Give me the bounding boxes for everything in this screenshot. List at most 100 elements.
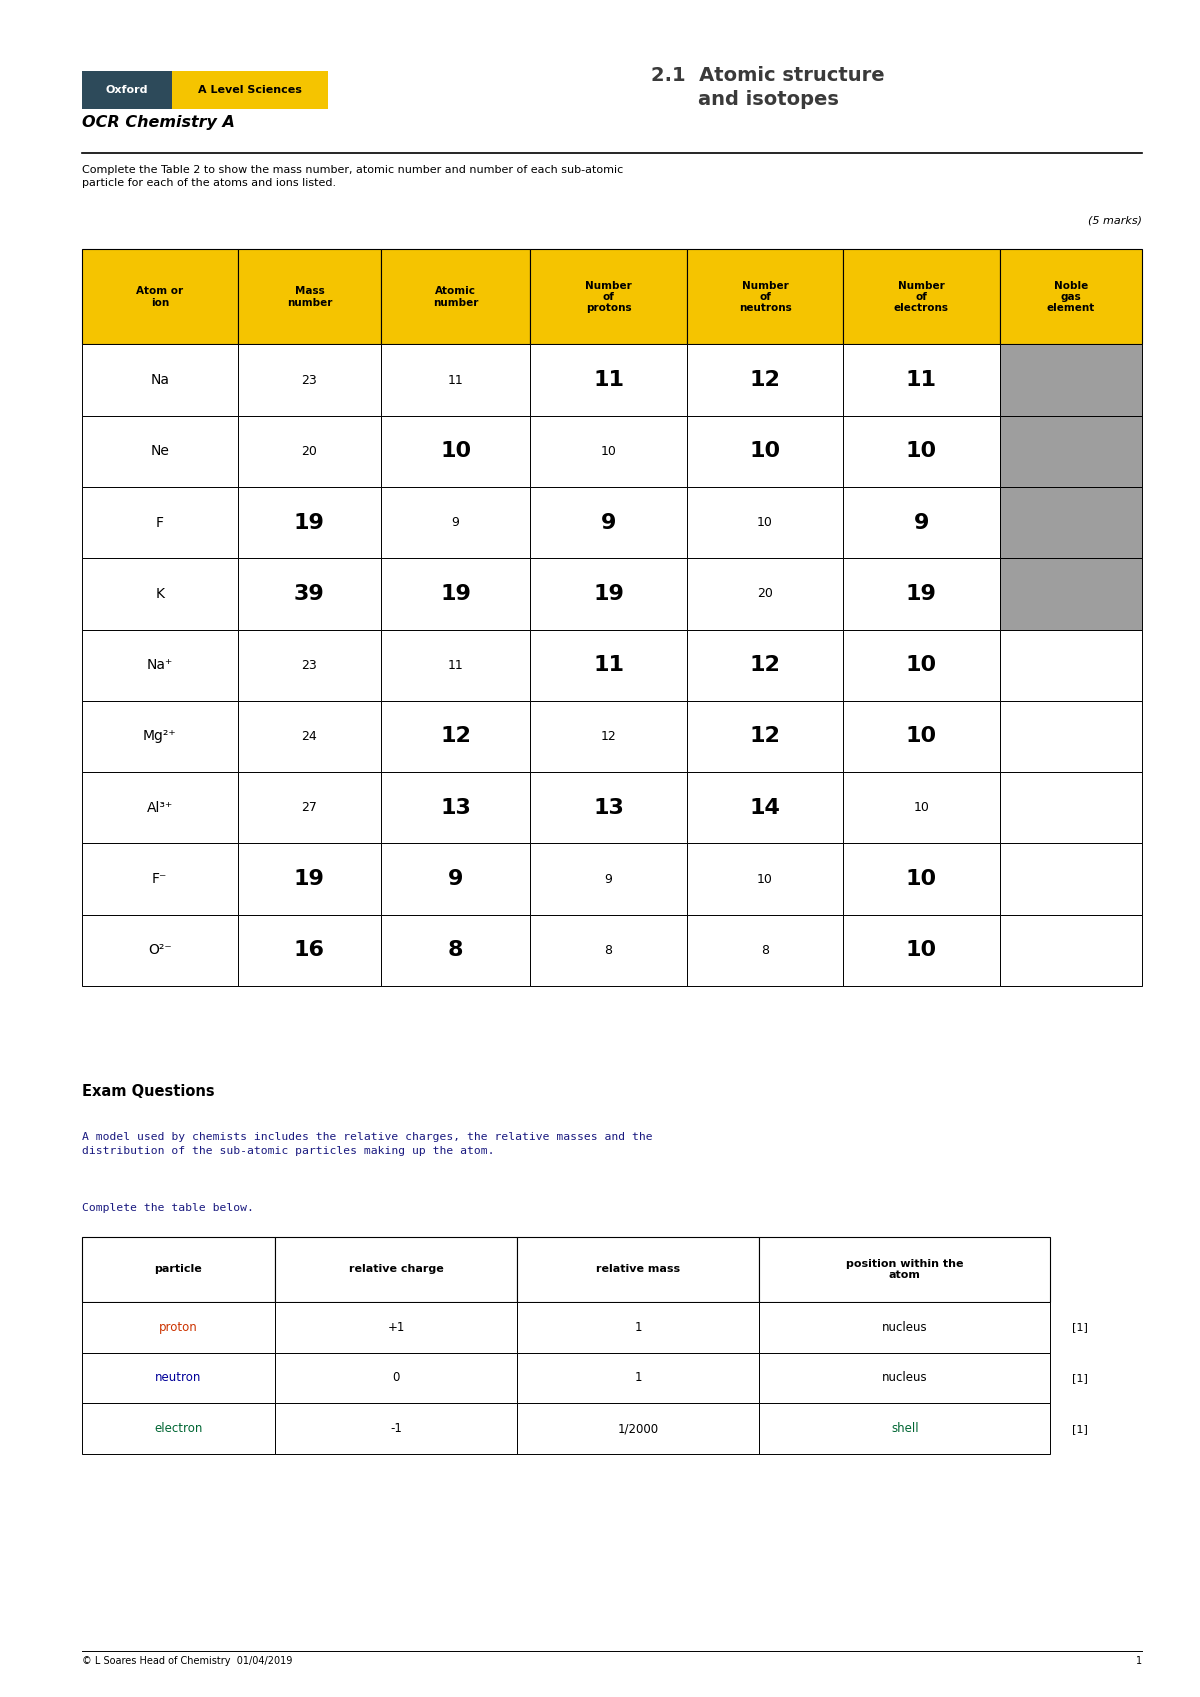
Bar	[238, 915, 380, 986]
Bar	[275, 1302, 517, 1353]
Text: 20: 20	[757, 587, 773, 601]
Text: Noble
gas
element: Noble gas element	[1046, 280, 1096, 314]
Text: Exam Questions: Exam Questions	[82, 1084, 215, 1100]
Bar	[380, 772, 530, 843]
Bar	[238, 487, 380, 558]
Text: position within the
atom: position within the atom	[846, 1259, 964, 1280]
Bar	[380, 416, 530, 487]
Text: shell: shell	[890, 1422, 918, 1436]
Bar	[380, 558, 530, 630]
Bar	[686, 344, 844, 416]
Text: © L Soares Head of Chemistry  01/04/2019: © L Soares Head of Chemistry 01/04/2019	[82, 1656, 292, 1666]
Text: Number
of
electrons: Number of electrons	[894, 280, 949, 314]
Text: 12: 12	[440, 726, 472, 747]
Bar	[380, 843, 530, 915]
Bar	[686, 701, 844, 772]
Bar	[82, 915, 238, 986]
Bar	[686, 249, 844, 344]
Text: 10: 10	[906, 726, 937, 747]
Bar	[82, 416, 238, 487]
Text: 1: 1	[635, 1371, 642, 1385]
Bar	[380, 249, 530, 344]
Text: 14: 14	[750, 798, 780, 818]
Bar	[380, 630, 530, 701]
Bar	[517, 1237, 760, 1302]
Bar	[82, 1403, 275, 1454]
Text: 12: 12	[750, 370, 780, 390]
Text: 1: 1	[635, 1320, 642, 1334]
Text: particle: particle	[155, 1264, 203, 1274]
Bar	[530, 772, 686, 843]
Text: relative mass: relative mass	[596, 1264, 680, 1274]
Bar	[1000, 416, 1142, 487]
Bar	[82, 558, 238, 630]
Text: 11: 11	[448, 373, 463, 387]
Bar	[844, 772, 1000, 843]
Text: 24: 24	[301, 730, 317, 743]
Bar	[530, 487, 686, 558]
Bar	[275, 1237, 517, 1302]
Bar	[1000, 344, 1142, 416]
Text: 19: 19	[593, 584, 624, 604]
Text: 10: 10	[757, 516, 773, 529]
Text: neutron: neutron	[155, 1371, 202, 1385]
Text: 19: 19	[294, 512, 325, 533]
Bar	[686, 558, 844, 630]
Bar	[530, 915, 686, 986]
Bar	[275, 1353, 517, 1403]
Bar	[530, 558, 686, 630]
Text: +1: +1	[388, 1320, 406, 1334]
Bar	[82, 701, 238, 772]
Bar	[82, 1237, 275, 1302]
Text: 27: 27	[301, 801, 317, 815]
Bar	[172, 71, 328, 109]
Bar	[82, 843, 238, 915]
Bar	[686, 843, 844, 915]
Text: 10: 10	[750, 441, 780, 462]
Text: Oxford: Oxford	[106, 85, 148, 95]
Bar	[238, 249, 380, 344]
Text: 11: 11	[593, 370, 624, 390]
Bar	[380, 915, 530, 986]
Text: nucleus: nucleus	[882, 1320, 928, 1334]
Text: Ne: Ne	[150, 445, 169, 458]
Bar	[686, 772, 844, 843]
Bar	[844, 630, 1000, 701]
Bar	[380, 344, 530, 416]
Text: 9: 9	[601, 512, 617, 533]
Bar	[1000, 915, 1142, 986]
Bar	[1000, 843, 1142, 915]
Text: 0: 0	[392, 1371, 400, 1385]
Bar	[844, 416, 1000, 487]
Bar	[760, 1237, 1050, 1302]
Bar	[238, 701, 380, 772]
Text: 23: 23	[301, 658, 317, 672]
Text: relative charge: relative charge	[349, 1264, 444, 1274]
Text: 10: 10	[906, 441, 937, 462]
Bar	[760, 1353, 1050, 1403]
Text: Complete the Table 2 to show the mass number, atomic number and number of each s: Complete the Table 2 to show the mass nu…	[82, 165, 623, 188]
Text: 39: 39	[294, 584, 325, 604]
Bar	[686, 487, 844, 558]
Text: Na⁺: Na⁺	[146, 658, 173, 672]
Text: 8: 8	[761, 944, 769, 957]
Bar	[1000, 558, 1142, 630]
Bar	[238, 630, 380, 701]
Text: (5 marks): (5 marks)	[1088, 216, 1142, 226]
Bar	[686, 630, 844, 701]
Text: 16: 16	[294, 940, 325, 961]
Text: Mass
number: Mass number	[287, 287, 332, 307]
Bar	[530, 344, 686, 416]
Text: Mg²⁺: Mg²⁺	[143, 730, 176, 743]
Text: 13: 13	[593, 798, 624, 818]
Bar	[82, 630, 238, 701]
Text: 10: 10	[906, 940, 937, 961]
Text: Complete the table below.: Complete the table below.	[82, 1203, 253, 1213]
Bar	[82, 487, 238, 558]
Text: 11: 11	[593, 655, 624, 675]
Bar	[238, 344, 380, 416]
Text: Al³⁺: Al³⁺	[146, 801, 173, 815]
Text: 8: 8	[448, 940, 463, 961]
Bar	[238, 416, 380, 487]
Text: 8: 8	[605, 944, 613, 957]
